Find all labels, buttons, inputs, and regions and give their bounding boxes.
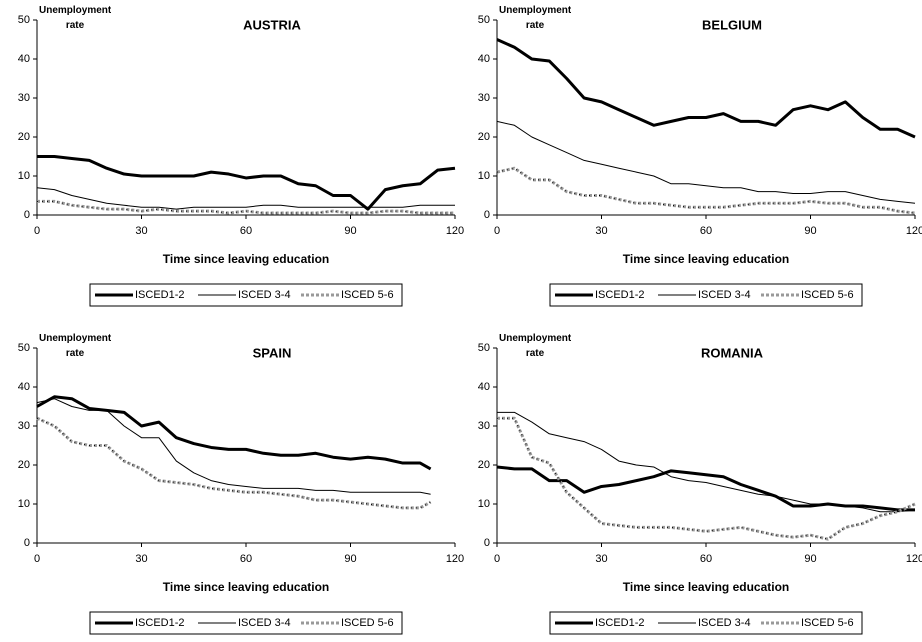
y-tick-label: 40 xyxy=(18,53,30,65)
legend-label: ISCED 3-4 xyxy=(238,617,291,629)
y-tick-label: 0 xyxy=(24,209,30,221)
chart-title: AUSTRIA xyxy=(243,17,301,32)
y-tick-label: 20 xyxy=(18,459,30,471)
chart-title: BELGIUM xyxy=(702,17,762,32)
y-tick-label: 30 xyxy=(478,92,490,104)
y-tick-label: 20 xyxy=(18,131,30,143)
y-tick-label: 50 xyxy=(478,14,490,26)
x-axis-label: Time since leaving education xyxy=(163,580,330,594)
y-axis-label: Unemployment rate xyxy=(499,5,571,31)
series-line xyxy=(496,465,915,512)
legend-box xyxy=(549,611,863,635)
series-line xyxy=(36,398,431,495)
legend-box xyxy=(549,283,863,307)
y-tick-label: 50 xyxy=(478,342,490,354)
y-tick-label: 0 xyxy=(484,537,490,549)
x-tick-label: 120 xyxy=(906,225,922,237)
x-tick-label: 30 xyxy=(595,225,607,237)
legend-label: ISCED1-2 xyxy=(595,617,645,629)
y-tick-label: 10 xyxy=(18,170,30,182)
legend-label: ISCED1-2 xyxy=(135,289,185,301)
x-tick-label: 0 xyxy=(34,553,40,565)
chart-title: SPAIN xyxy=(253,345,292,360)
y-tick-label: 40 xyxy=(18,381,30,393)
y-axis-label: Unemployment rate xyxy=(39,5,111,31)
y-axis-label: Unemployment rate xyxy=(39,333,111,359)
x-tick-label: 0 xyxy=(494,553,500,565)
y-tick-label: 20 xyxy=(478,131,490,143)
chart-title: ROMANIA xyxy=(701,345,764,360)
y-tick-label: 10 xyxy=(18,498,30,510)
y-tick-label: 30 xyxy=(478,420,490,432)
x-tick-label: 0 xyxy=(494,225,500,237)
x-tick-label: 60 xyxy=(240,225,252,237)
y-tick-label: 30 xyxy=(18,92,30,104)
legend-label: ISCED 3-4 xyxy=(698,289,751,301)
x-tick-label: 0 xyxy=(34,225,40,237)
series-line xyxy=(496,120,916,204)
x-tick-label: 60 xyxy=(700,553,712,565)
x-tick-label: 90 xyxy=(344,225,356,237)
x-tick-label: 30 xyxy=(595,553,607,565)
legend-box xyxy=(89,611,403,635)
x-axis-label: Time since leaving education xyxy=(623,580,790,594)
x-tick-label: 60 xyxy=(240,553,252,565)
legend-label: ISCED 3-4 xyxy=(698,617,751,629)
series-line xyxy=(36,416,432,510)
x-tick-label: 30 xyxy=(135,225,147,237)
series-line xyxy=(497,416,916,541)
legend-label: ISCED1-2 xyxy=(595,289,645,301)
x-axis-label: Time since leaving education xyxy=(623,252,790,266)
legend-label: ISCED 5-6 xyxy=(341,617,394,629)
y-axis-label-box: Unemployment rate xyxy=(39,5,111,31)
x-tick-label: 120 xyxy=(906,553,922,565)
legend-box xyxy=(89,283,403,307)
y-axis-label: Unemployment rate xyxy=(499,333,571,359)
y-tick-label: 40 xyxy=(478,381,490,393)
x-tick-label: 120 xyxy=(446,553,464,565)
y-tick-label: 20 xyxy=(478,459,490,471)
series-line xyxy=(36,395,432,471)
series-line xyxy=(37,155,456,211)
x-tick-label: 90 xyxy=(804,225,816,237)
series-line xyxy=(36,187,455,210)
x-tick-label: 60 xyxy=(700,225,712,237)
series-line xyxy=(496,166,916,215)
y-tick-label: 10 xyxy=(478,170,490,182)
y-tick-label: 10 xyxy=(478,498,490,510)
legend-label: ISCED 5-6 xyxy=(801,289,854,301)
series-line xyxy=(496,38,916,139)
x-tick-label: 90 xyxy=(344,553,356,565)
x-axis-label: Time since leaving education xyxy=(163,252,330,266)
x-tick-label: 30 xyxy=(135,553,147,565)
y-tick-label: 0 xyxy=(24,537,30,549)
y-tick-label: 0 xyxy=(484,209,490,221)
y-axis-label-box: Unemployment rate xyxy=(499,333,571,359)
series-line-dots xyxy=(36,417,431,509)
y-axis-label-box: Unemployment rate xyxy=(499,5,571,31)
y-axis-label-box: Unemployment rate xyxy=(39,333,111,359)
x-tick-label: 120 xyxy=(446,225,464,237)
series-line-dots xyxy=(37,200,455,214)
legend-label: ISCED1-2 xyxy=(135,617,185,629)
legend-label: ISCED 5-6 xyxy=(341,289,394,301)
x-tick-label: 90 xyxy=(804,553,816,565)
legend-label: ISCED 5-6 xyxy=(801,617,854,629)
y-tick-label: 50 xyxy=(18,342,30,354)
series-line xyxy=(497,411,916,513)
legend-label: ISCED 3-4 xyxy=(238,289,291,301)
y-tick-label: 30 xyxy=(18,420,30,432)
y-tick-label: 50 xyxy=(18,14,30,26)
y-tick-label: 40 xyxy=(478,53,490,65)
